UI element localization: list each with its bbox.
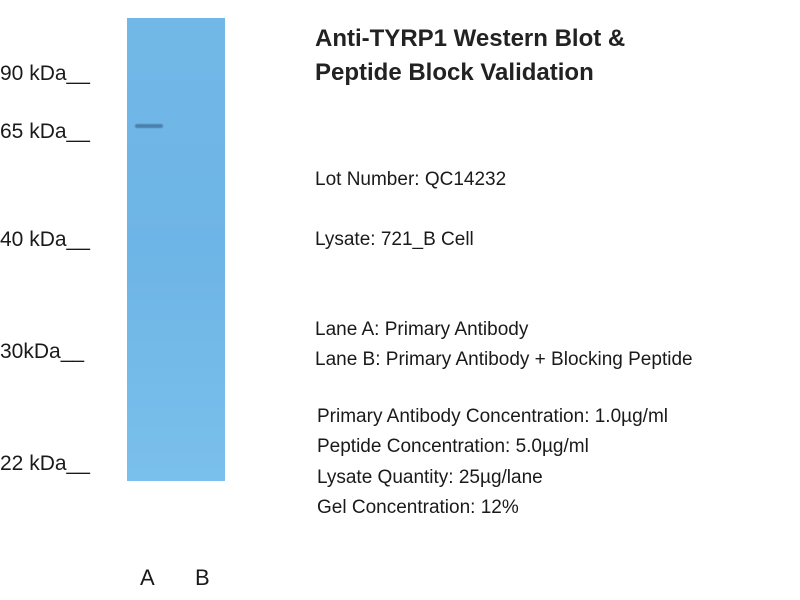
title-line-1: Anti-TYRP1 Western Blot & [315,25,626,52]
figure-title: Anti-TYRP1 Western Blot & Peptide Block … [315,22,625,90]
antibody-concentration: Primary Antibody Concentration: 1.0µg/ml [317,406,668,427]
lysate: Lysate: 721_B Cell [315,229,474,250]
lane-a-description: Lane A: Primary Antibody [315,319,529,340]
lane-b-description: Lane B: Primary Antibody + Blocking Pept… [315,349,693,370]
lane-label-b: B [195,565,210,590]
lot-number: Lot Number: QC14232 [315,169,507,190]
gel-concentration: Gel Concentration: 12% [317,497,519,518]
lane-label-a: A [140,565,155,590]
lysate-quantity: Lysate Quantity: 25µg/lane [317,467,543,488]
marker-30kda: 30kDa__ [0,340,85,363]
title-line-2: Peptide Block Validation [315,59,594,86]
marker-22kda: 22 kDa__ [0,452,90,475]
marker-40kda: 40 kDa__ [0,228,90,251]
blot-membrane [127,18,225,481]
marker-65kda: 65 kDa__ [0,120,90,143]
peptide-concentration: Peptide Concentration: 5.0µg/ml [317,436,589,457]
lane-a-band [135,124,163,128]
marker-90kda: 90 kDa__ [0,62,90,85]
